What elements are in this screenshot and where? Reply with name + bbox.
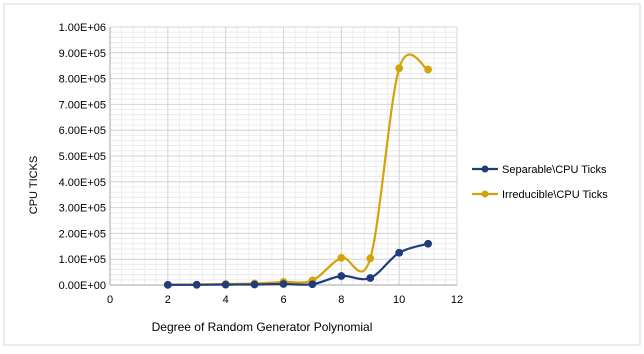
y-axis-label: CPU TICKS bbox=[28, 156, 40, 214]
data-point-separable-cpu-ticks bbox=[221, 280, 230, 289]
y-tick-label: 4.00E+05 bbox=[59, 177, 106, 189]
data-point-separable-cpu-ticks bbox=[366, 274, 375, 282]
x-tick-label: 2 bbox=[165, 294, 171, 306]
x-axis-ticks: 0 2 4 6 8 10 12 bbox=[107, 294, 463, 306]
data-point-separable-cpu-ticks bbox=[424, 239, 432, 248]
series-line-separable-cpu-ticks bbox=[166, 242, 430, 286]
y-tick-label: 5.00E+05 bbox=[59, 151, 106, 163]
series-layer bbox=[163, 53, 432, 289]
x-tick-label: 0 bbox=[107, 294, 113, 306]
data-point-irreducible-cpu-ticks bbox=[337, 254, 346, 262]
y-tick-label: 1.00E+05 bbox=[59, 254, 106, 266]
x-axis-label: Degree of Random Generator Polynomial bbox=[152, 320, 373, 334]
x-tick-label: 4 bbox=[223, 294, 229, 306]
data-point-separable-cpu-ticks bbox=[337, 272, 346, 280]
data-point-separable-cpu-ticks bbox=[163, 280, 172, 289]
data-point-irreducible-cpu-ticks bbox=[395, 64, 404, 73]
y-tick-label: 1.00E+06 bbox=[59, 22, 106, 34]
y-tick-label: 0.00E+00 bbox=[59, 280, 106, 292]
data-point-separable-cpu-ticks bbox=[250, 280, 259, 289]
data-point-separable-cpu-ticks bbox=[395, 248, 404, 257]
data-point-separable-cpu-ticks bbox=[308, 280, 317, 289]
y-tick-label: 8.00E+05 bbox=[59, 74, 106, 86]
data-point-separable-cpu-ticks bbox=[192, 280, 201, 289]
data-point-separable-cpu-ticks bbox=[279, 280, 288, 288]
x-tick-label: 6 bbox=[280, 294, 286, 306]
legend-label-separable-cpu-ticks: Separable\CPU Ticks bbox=[502, 164, 607, 176]
y-tick-label: 3.00E+05 bbox=[59, 203, 106, 215]
y-axis-ticks: 0.00E+00 1.00E+05 2.00E+05 3.00E+05 4.00E+05… bbox=[59, 22, 106, 292]
legend-marker-separable-cpu-ticks bbox=[481, 165, 489, 173]
data-point-irreducible-cpu-ticks bbox=[424, 65, 432, 74]
data-point-irreducible-cpu-ticks bbox=[366, 254, 375, 263]
y-tick-label: 9.00E+05 bbox=[59, 48, 106, 60]
legend-marker-irreducible-cpu-ticks bbox=[481, 190, 489, 198]
x-tick-label: 10 bbox=[393, 294, 405, 306]
x-tick-label: 8 bbox=[338, 294, 344, 306]
legend: Separable\CPU Ticks Irreducible\CPU Ticks bbox=[472, 164, 608, 201]
y-tick-label: 6.00E+05 bbox=[59, 125, 106, 137]
legend-label-irreducible-cpu-ticks: Irreducible\CPU Ticks bbox=[502, 189, 608, 201]
y-tick-label: 2.00E+05 bbox=[59, 228, 106, 240]
y-tick-label: 7.00E+05 bbox=[59, 99, 106, 111]
x-tick-label: 12 bbox=[451, 294, 463, 306]
